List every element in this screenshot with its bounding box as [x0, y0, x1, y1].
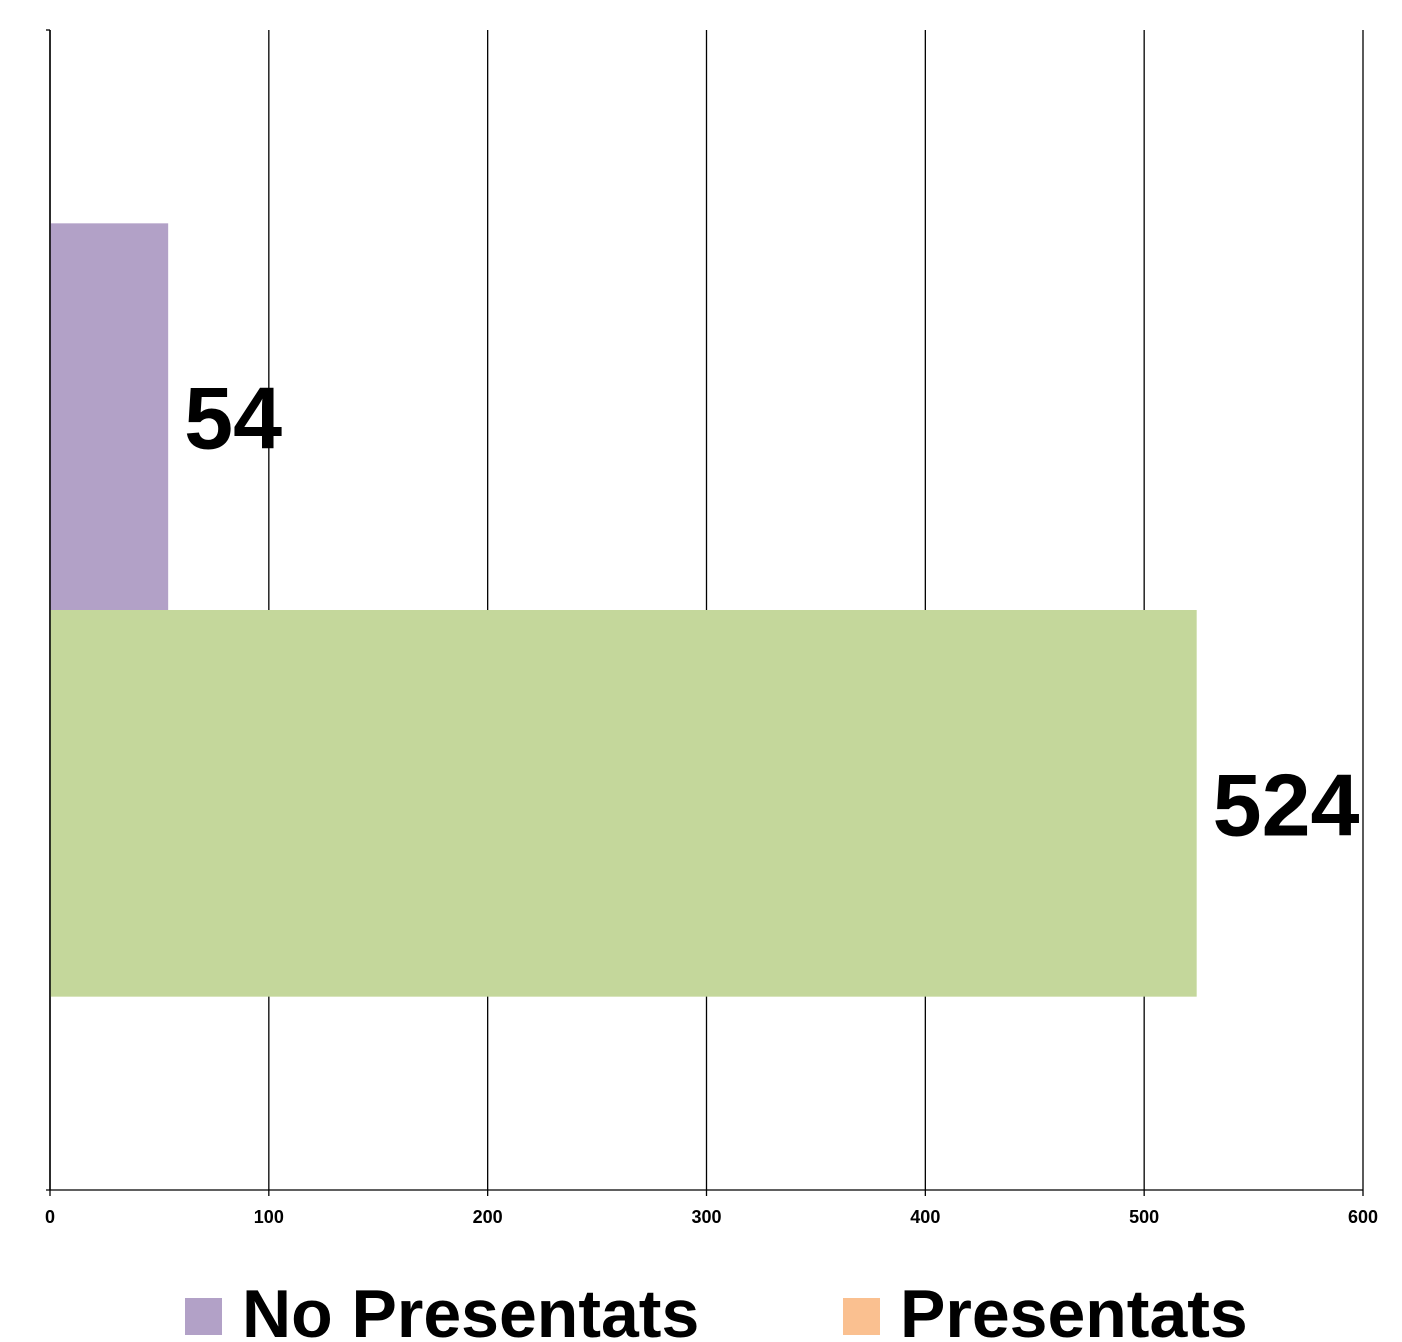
x-tick-label-300: 300 [691, 1207, 721, 1227]
legend: No Presentats Presentats [185, 1276, 1248, 1342]
legend-label-1: No Presentats [242, 1276, 699, 1342]
bars [50, 223, 1197, 997]
x-tick-label-0: 0 [45, 1207, 55, 1227]
x-tick-label-400: 400 [910, 1207, 940, 1227]
x-tick-label-100: 100 [254, 1207, 284, 1227]
x-tick-label-200: 200 [473, 1207, 503, 1227]
data-label-54: 54 [184, 369, 282, 468]
x-tick-label-600: 600 [1348, 1207, 1378, 1227]
bar-524 [50, 610, 1197, 997]
data-labels: 54 524 [49, 30, 1360, 1190]
legend-label-2: Presentats [900, 1276, 1248, 1342]
legend-swatch-2 [843, 1298, 880, 1335]
x-tick-label-500: 500 [1129, 1207, 1159, 1227]
legend-swatch-1 [185, 1298, 222, 1335]
data-label-524: 524 [1213, 755, 1360, 854]
bar-54 [50, 223, 169, 611]
